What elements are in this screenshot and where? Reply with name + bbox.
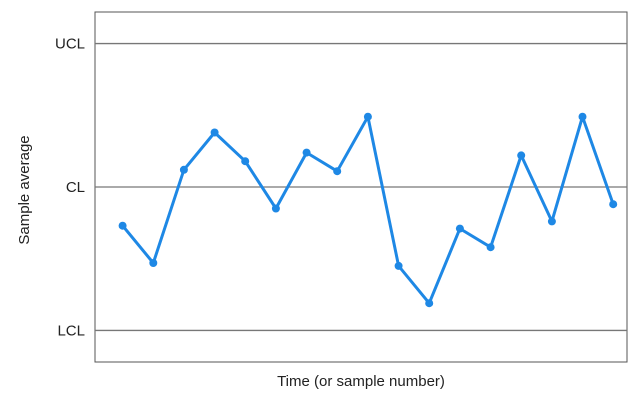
- data-point-12: [455, 224, 464, 233]
- data-point-13: [486, 243, 495, 252]
- control-lines: [95, 42, 627, 332]
- data-point-3: [179, 165, 188, 174]
- data-point-9: [363, 112, 372, 121]
- data-point-11: [425, 299, 434, 308]
- tick-label-cl: CL: [66, 179, 85, 196]
- data-point-17: [609, 200, 618, 209]
- x-axis-label: Time (or sample number): [277, 373, 445, 390]
- data-point-10: [394, 261, 403, 270]
- series-line: [121, 115, 615, 305]
- data-point-5: [241, 157, 250, 166]
- data-point-14: [517, 151, 526, 160]
- data-point-2: [149, 259, 158, 267]
- data-points: [118, 112, 618, 308]
- data-point-1: [118, 221, 127, 230]
- tick-labels: UCL CL LCL: [55, 36, 85, 340]
- data-point-4: [210, 128, 219, 137]
- data-point-16: [578, 112, 587, 121]
- data-point-6: [271, 204, 280, 213]
- y-axis-label: Sample average: [16, 135, 33, 244]
- tick-label-lcl: LCL: [57, 322, 85, 339]
- tick-label-ucl: UCL: [55, 36, 85, 53]
- data-point-8: [333, 167, 342, 176]
- data-point-7: [302, 148, 311, 157]
- data-point-15: [547, 217, 556, 226]
